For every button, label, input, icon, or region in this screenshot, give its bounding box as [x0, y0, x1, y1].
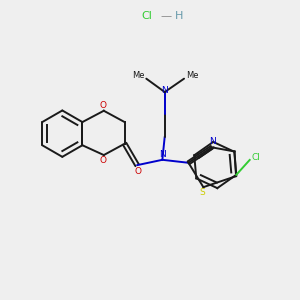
Text: S: S: [200, 188, 205, 197]
Text: O: O: [134, 167, 141, 176]
Text: O: O: [100, 156, 107, 165]
Text: Cl: Cl: [141, 11, 152, 21]
Text: N: N: [160, 150, 166, 159]
Text: —: —: [160, 11, 172, 21]
Text: N: N: [161, 86, 168, 95]
Text: Me: Me: [186, 70, 199, 80]
Text: Cl: Cl: [252, 153, 261, 162]
Text: Me: Me: [132, 70, 144, 80]
Text: H: H: [175, 11, 184, 21]
Text: O: O: [100, 101, 107, 110]
Text: N: N: [209, 137, 216, 146]
